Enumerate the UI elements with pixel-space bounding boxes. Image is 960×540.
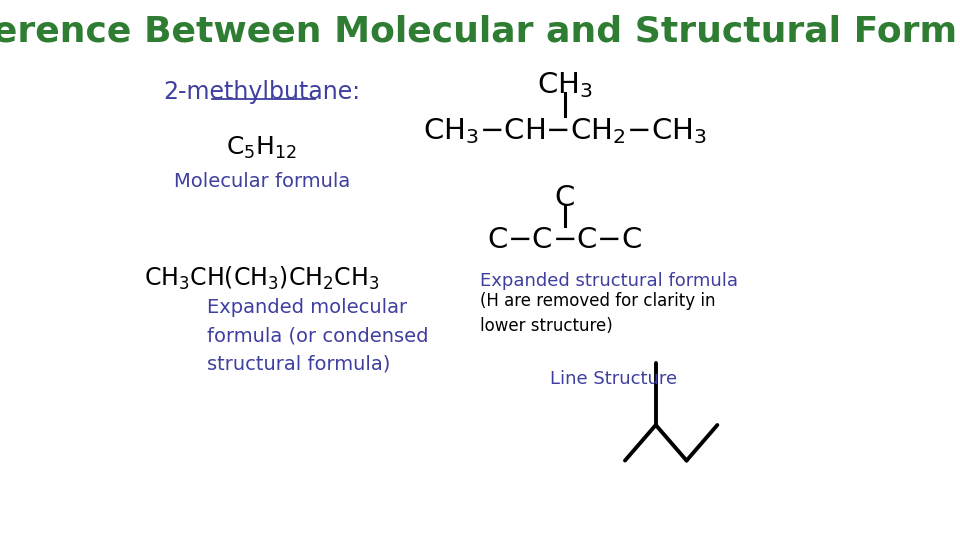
Text: $\mathregular{C}$: $\mathregular{C}$ [555, 184, 575, 212]
Text: Expanded molecular
formula (or condensed
structural formula): Expanded molecular formula (or condensed… [207, 298, 429, 373]
Text: $\mathregular{CH_3CH(CH_3)CH_2CH_3}$: $\mathregular{CH_3CH(CH_3)CH_2CH_3}$ [144, 265, 379, 292]
Text: $\mathregular{CH_3}$: $\mathregular{CH_3}$ [537, 70, 592, 100]
Text: Molecular formula: Molecular formula [174, 172, 350, 191]
Text: Expanded structural formula: Expanded structural formula [480, 272, 738, 290]
Text: 2-methylbutane:: 2-methylbutane: [163, 80, 360, 104]
Text: Difference Between Molecular and Structural Formulas: Difference Between Molecular and Structu… [0, 15, 960, 49]
Text: (H are removed for clarity in
lower structure): (H are removed for clarity in lower stru… [480, 292, 715, 335]
Text: $\mathregular{C_5H_{12}}$: $\mathregular{C_5H_{12}}$ [227, 135, 298, 161]
Text: Line Structure: Line Structure [550, 370, 677, 388]
Text: $\mathregular{C{-}C{-}C{-}C}$: $\mathregular{C{-}C{-}C{-}C}$ [488, 226, 642, 254]
Text: $\mathregular{CH_3{-}CH{-}CH_2{-}CH_3}$: $\mathregular{CH_3{-}CH{-}CH_2{-}CH_3}$ [423, 116, 707, 146]
